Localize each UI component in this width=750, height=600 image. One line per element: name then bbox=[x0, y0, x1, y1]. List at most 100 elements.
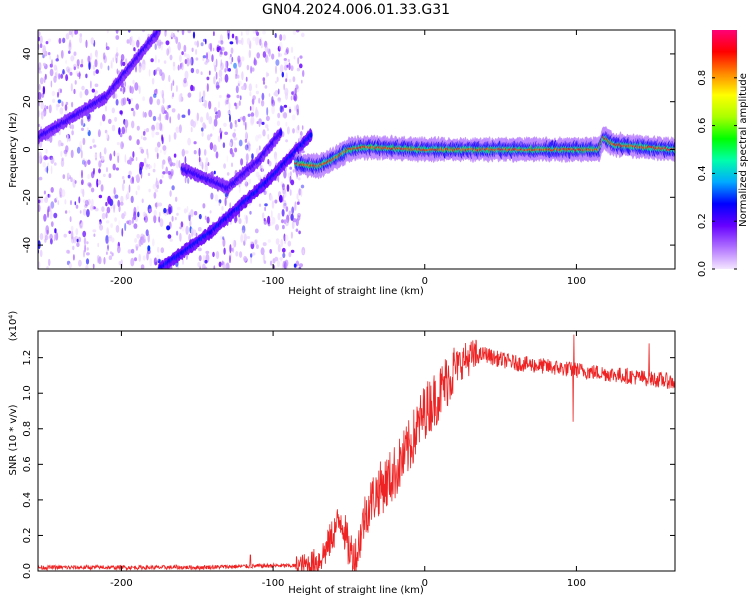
spectrogram-cell bbox=[105, 201, 108, 207]
spectrogram-cell bbox=[68, 30, 72, 36]
spectrogram-cell bbox=[68, 210, 71, 214]
snr-y-label: SNR (10 * v/v) bbox=[8, 404, 19, 475]
spectrogram-cell bbox=[167, 170, 171, 175]
spectrogram-cell bbox=[39, 35, 43, 44]
spectrogram-cell bbox=[106, 206, 111, 214]
spectrogram-cell bbox=[81, 169, 83, 179]
spectrogram-cell bbox=[57, 200, 60, 206]
spectrogram-cell bbox=[131, 120, 135, 129]
spectrogram-cell bbox=[293, 56, 296, 60]
spectrogram-cell bbox=[44, 238, 47, 243]
snr-x-tick-label: 100 bbox=[567, 578, 586, 589]
spectrogram-cell bbox=[146, 252, 149, 261]
spectrogram-cell bbox=[86, 209, 90, 218]
spectrogram-cell bbox=[61, 157, 64, 161]
spectrogram-cell bbox=[192, 121, 196, 128]
spectrogram-cell bbox=[156, 67, 161, 72]
spectrogram-cell bbox=[198, 156, 201, 163]
spectrogram-cell bbox=[166, 48, 170, 56]
spectrogram-cell bbox=[115, 225, 120, 233]
spectrogram-cell bbox=[181, 51, 184, 56]
spectrogram-cell bbox=[233, 137, 238, 141]
spectrogram-cell bbox=[236, 102, 239, 109]
spectrogram-cell bbox=[114, 194, 119, 199]
spectrogram-cell bbox=[241, 229, 246, 238]
spectrogram-cell bbox=[38, 67, 41, 74]
spectrogram-cell bbox=[189, 220, 192, 227]
spectrogram-cell bbox=[229, 41, 234, 45]
spectrogram-cell bbox=[126, 39, 130, 44]
spectrogram-cell bbox=[82, 137, 86, 146]
spectrogram-cell bbox=[243, 220, 246, 229]
spectrogram-cell bbox=[255, 171, 260, 178]
spectrogram-cell bbox=[178, 160, 181, 169]
spectrogram-cell bbox=[234, 217, 238, 222]
spectrogram-cell bbox=[236, 94, 240, 99]
spectrogram-cell bbox=[132, 151, 135, 158]
spectrogram-cell bbox=[274, 90, 279, 97]
spectrogram-cell bbox=[294, 204, 297, 211]
figure-title: GN04.2024.006.01.33.G31 bbox=[262, 2, 450, 18]
spectrogram-cell bbox=[46, 105, 49, 110]
spectrogram-cell bbox=[208, 70, 211, 76]
spectrogram-cell bbox=[116, 46, 118, 56]
spectrogram-cell bbox=[70, 149, 74, 159]
spectrogram-cell bbox=[81, 179, 84, 186]
spectrogram-cell bbox=[202, 57, 205, 62]
spectrogram-cell bbox=[117, 155, 120, 164]
spectrogram-cell bbox=[193, 141, 197, 145]
spectrogram-cell bbox=[255, 134, 259, 142]
spectrogram-cell bbox=[88, 183, 92, 188]
spectrogram-cell bbox=[162, 97, 165, 104]
spectrogram-cell bbox=[91, 88, 96, 93]
spectrogram-cell bbox=[252, 36, 256, 41]
spectrogram-cell bbox=[295, 228, 299, 232]
spectrogram-cell bbox=[40, 110, 44, 120]
spectrogram-cell bbox=[241, 71, 244, 81]
spectrogram-cell bbox=[239, 251, 243, 258]
spectrogram-cell bbox=[280, 258, 282, 262]
spectrogram-cell bbox=[146, 128, 149, 133]
spectrogram-cell bbox=[175, 85, 178, 92]
spectrogram-cell bbox=[177, 113, 181, 121]
spectrogram-cell bbox=[295, 30, 300, 33]
spectrogram-cell bbox=[190, 67, 195, 74]
spectrogram-cell bbox=[155, 69, 157, 75]
spectrogram-cell bbox=[218, 40, 221, 44]
spectrogram-cell bbox=[171, 162, 176, 167]
spectrogram-cell bbox=[260, 100, 265, 107]
spectrogram-cell bbox=[186, 206, 189, 213]
spectrogram-cell bbox=[98, 160, 102, 168]
spectrogram-cell bbox=[281, 219, 284, 224]
spectrogram-cell bbox=[135, 64, 137, 73]
spectrogram-cell bbox=[238, 100, 241, 106]
spectrogram-cell bbox=[202, 122, 206, 129]
spectrogram-cell bbox=[230, 61, 232, 65]
spectrogram-cell bbox=[186, 57, 190, 67]
spectrogram-cell bbox=[190, 127, 193, 133]
spectrogram-cell bbox=[190, 56, 194, 66]
spectrogram-cell bbox=[127, 219, 132, 226]
spectrogram-cell bbox=[128, 98, 131, 105]
spectrogram-cell bbox=[215, 81, 220, 90]
spectrogram-cell bbox=[60, 73, 64, 79]
spectrogram-cell bbox=[224, 131, 229, 135]
spectrogram-cell bbox=[213, 31, 215, 37]
spectrogram-cell bbox=[289, 108, 292, 113]
spectrogram-cell bbox=[201, 127, 204, 132]
spectrogram-cell bbox=[92, 65, 96, 70]
spectrogram-cell bbox=[147, 233, 150, 243]
spectrogram-cell bbox=[171, 185, 175, 191]
spectrogram-cell bbox=[143, 157, 147, 164]
spectrogram-cell bbox=[58, 73, 60, 80]
spectrogram-cell bbox=[66, 66, 70, 72]
snr-y-tick-label: 1.0 bbox=[22, 385, 33, 401]
spectrogram-cell bbox=[79, 140, 82, 150]
spectrogram-cell bbox=[267, 159, 270, 165]
spectrogram-cell bbox=[266, 71, 268, 78]
spectrogram-cell bbox=[39, 43, 43, 48]
spectrogram-cell bbox=[248, 178, 252, 185]
spectrogram-cell bbox=[225, 262, 230, 269]
spectrogram-cell bbox=[181, 114, 186, 118]
spectrogram-cell bbox=[94, 90, 98, 94]
